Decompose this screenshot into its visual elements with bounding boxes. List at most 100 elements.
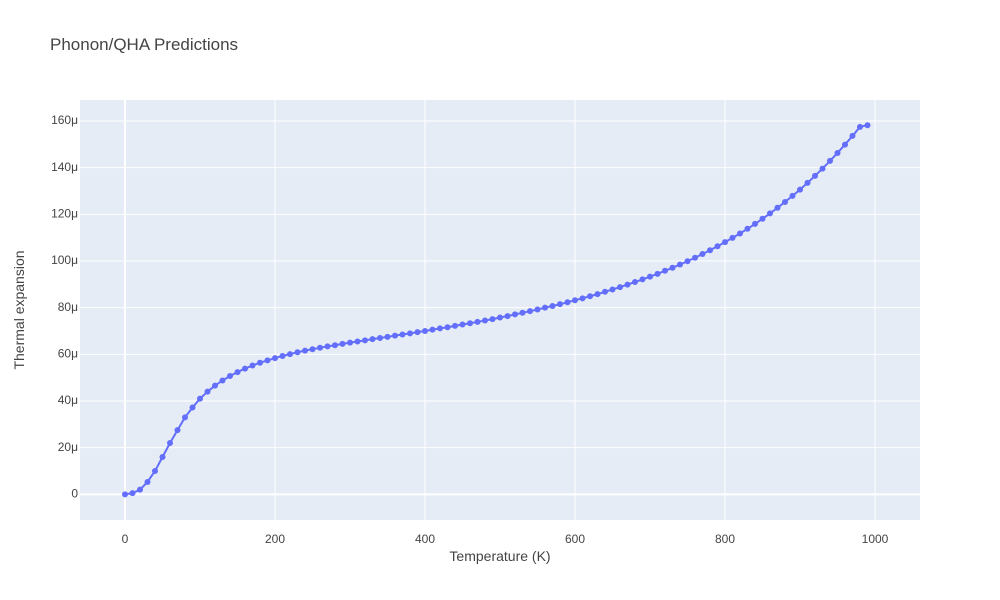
data-point[interactable]: [684, 258, 691, 265]
data-point[interactable]: [152, 468, 158, 474]
data-point[interactable]: [422, 328, 428, 334]
data-point[interactable]: [617, 284, 623, 291]
data-point[interactable]: [392, 332, 398, 339]
data-point[interactable]: [744, 225, 751, 232]
data-point[interactable]: [219, 377, 226, 384]
data-point[interactable]: [489, 316, 496, 323]
data-point[interactable]: [759, 215, 766, 222]
data-point[interactable]: [309, 346, 316, 353]
data-point[interactable]: [159, 454, 166, 460]
data-point[interactable]: [564, 299, 571, 306]
data-point[interactable]: [752, 220, 758, 227]
data-point[interactable]: [272, 355, 278, 362]
data-point[interactable]: [729, 234, 736, 241]
data-point[interactable]: [527, 308, 533, 315]
data-point[interactable]: [249, 362, 256, 369]
data-point[interactable]: [677, 261, 683, 268]
data-point[interactable]: [639, 276, 646, 283]
data-point[interactable]: [789, 192, 796, 199]
data-point[interactable]: [144, 478, 151, 485]
data-point[interactable]: [504, 313, 511, 320]
data-point[interactable]: [197, 395, 203, 402]
data-point[interactable]: [429, 326, 436, 333]
data-point[interactable]: [864, 122, 871, 129]
data-point[interactable]: [609, 286, 616, 293]
data-point[interactable]: [797, 186, 803, 193]
data-point[interactable]: [699, 251, 706, 257]
data-series[interactable]: [122, 122, 871, 498]
data-point[interactable]: [174, 427, 181, 434]
data-point[interactable]: [714, 243, 721, 250]
data-point[interactable]: [407, 330, 413, 337]
data-point[interactable]: [234, 369, 241, 376]
data-point[interactable]: [534, 306, 541, 313]
data-point[interactable]: [279, 352, 286, 359]
data-point[interactable]: [654, 270, 661, 277]
data-point[interactable]: [722, 239, 728, 246]
data-point[interactable]: [137, 486, 143, 493]
data-point[interactable]: [692, 254, 698, 261]
data-point[interactable]: [332, 342, 338, 349]
data-point[interactable]: [557, 301, 563, 308]
data-point[interactable]: [782, 198, 788, 205]
data-point[interactable]: [774, 204, 781, 211]
data-point[interactable]: [294, 349, 301, 356]
data-point[interactable]: [317, 344, 323, 351]
data-point[interactable]: [302, 347, 308, 354]
data-point[interactable]: [264, 357, 271, 364]
data-point[interactable]: [737, 230, 743, 237]
data-point[interactable]: [212, 382, 218, 389]
data-point[interactable]: [587, 293, 593, 300]
data-point[interactable]: [512, 311, 518, 318]
data-point[interactable]: [362, 337, 368, 344]
data-point[interactable]: [122, 491, 128, 498]
data-point[interactable]: [129, 490, 136, 497]
data-point[interactable]: [767, 210, 773, 217]
data-point[interactable]: [437, 325, 443, 332]
data-point[interactable]: [579, 295, 586, 302]
data-point[interactable]: [189, 404, 196, 411]
data-point[interactable]: [377, 335, 383, 341]
data-point[interactable]: [632, 279, 638, 285]
data-point[interactable]: [842, 141, 848, 148]
data-point[interactable]: [482, 317, 488, 324]
data-point[interactable]: [204, 388, 211, 395]
data-point[interactable]: [812, 172, 818, 179]
data-point[interactable]: [819, 165, 826, 172]
data-point[interactable]: [474, 318, 481, 325]
data-point[interactable]: [834, 149, 841, 156]
data-point[interactable]: [707, 247, 713, 254]
data-point[interactable]: [857, 123, 863, 130]
data-point[interactable]: [662, 267, 668, 274]
data-point[interactable]: [647, 273, 653, 280]
data-point[interactable]: [497, 314, 503, 321]
data-point[interactable]: [519, 309, 526, 316]
data-point[interactable]: [414, 329, 421, 336]
data-point[interactable]: [572, 297, 578, 304]
data-point[interactable]: [459, 321, 466, 328]
data-point[interactable]: [354, 338, 361, 345]
data-point[interactable]: [242, 365, 248, 372]
data-point[interactable]: [384, 333, 391, 340]
data-point[interactable]: [444, 324, 451, 331]
data-point[interactable]: [827, 157, 833, 164]
data-point[interactable]: [849, 132, 856, 139]
data-point[interactable]: [227, 373, 233, 380]
data-point[interactable]: [669, 264, 676, 271]
data-point[interactable]: [467, 320, 473, 327]
data-point[interactable]: [369, 336, 376, 343]
data-point[interactable]: [347, 339, 353, 346]
data-point[interactable]: [549, 303, 556, 310]
data-point[interactable]: [624, 281, 631, 288]
data-point[interactable]: [182, 414, 188, 421]
data-point[interactable]: [399, 331, 406, 338]
data-point[interactable]: [542, 304, 548, 311]
data-point[interactable]: [167, 440, 173, 446]
data-point[interactable]: [602, 288, 608, 295]
data-point[interactable]: [452, 322, 458, 329]
data-point[interactable]: [339, 340, 346, 347]
data-point[interactable]: [257, 359, 263, 366]
data-point[interactable]: [324, 343, 331, 350]
data-point[interactable]: [287, 351, 293, 358]
data-point[interactable]: [804, 179, 811, 186]
